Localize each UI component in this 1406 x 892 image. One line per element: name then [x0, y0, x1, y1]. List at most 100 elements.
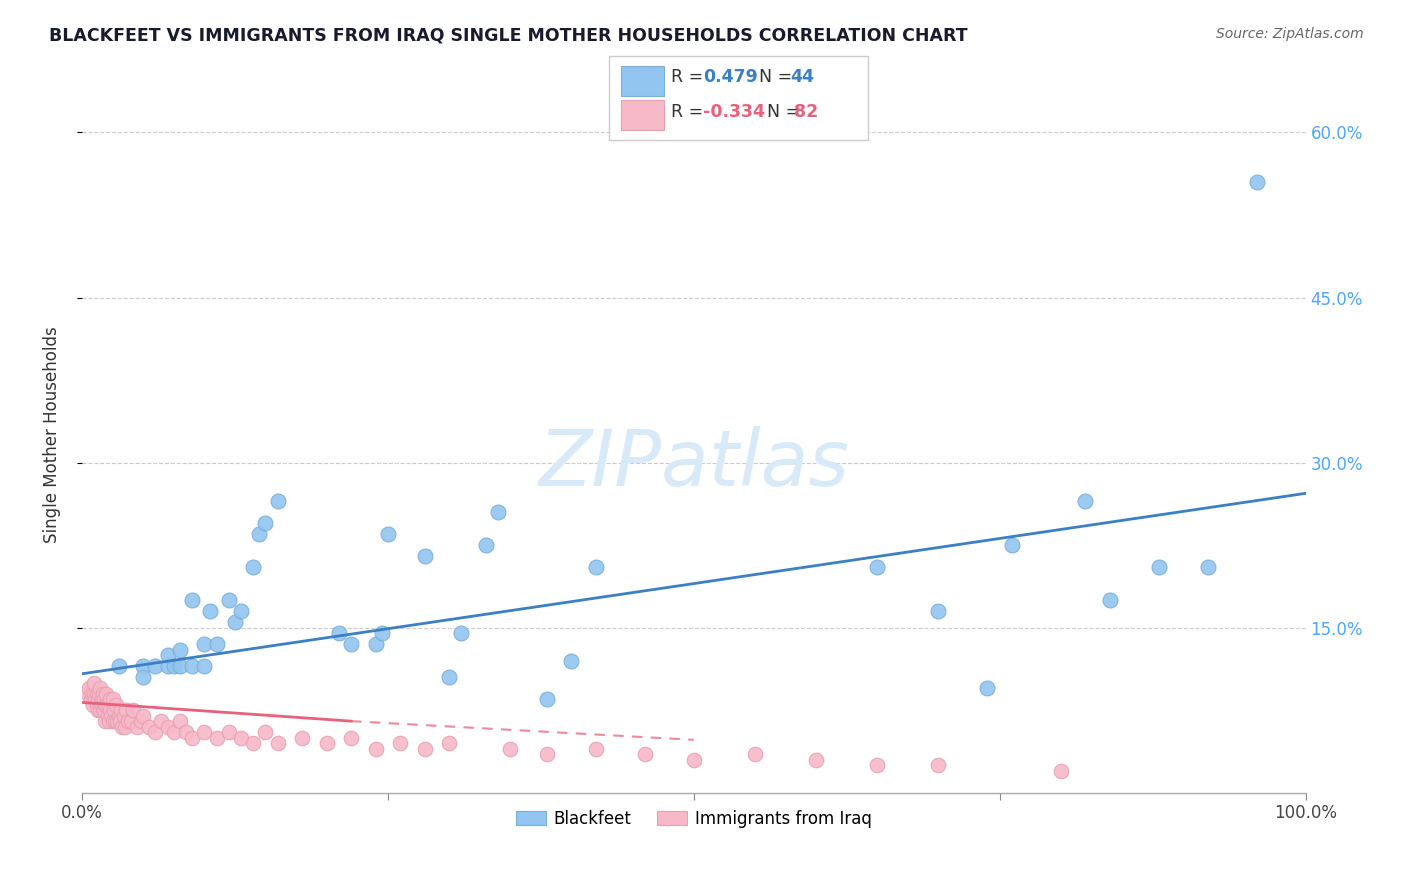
Point — [93, 692, 115, 706]
Point — [1001, 538, 1024, 552]
Point — [86, 698, 108, 712]
Point — [181, 731, 204, 745]
Point — [169, 642, 191, 657]
Point — [105, 698, 128, 712]
Point — [174, 725, 197, 739]
Point — [254, 516, 277, 530]
Point — [96, 687, 118, 701]
Point — [110, 703, 132, 717]
Point — [340, 731, 363, 745]
Point — [89, 681, 111, 695]
Point — [108, 714, 131, 728]
Point — [87, 692, 110, 706]
Point — [129, 714, 152, 728]
Point — [486, 505, 509, 519]
Point — [1147, 560, 1170, 574]
Point — [79, 681, 101, 695]
Point — [94, 714, 117, 728]
Point — [87, 703, 110, 717]
Point — [536, 692, 558, 706]
Point — [150, 714, 173, 728]
Point — [181, 593, 204, 607]
Point — [340, 637, 363, 651]
Point — [111, 720, 134, 734]
Point — [229, 604, 252, 618]
Point — [169, 659, 191, 673]
Point — [474, 538, 496, 552]
Point — [163, 725, 186, 739]
Point — [93, 703, 115, 717]
Point — [364, 637, 387, 651]
Point — [100, 708, 122, 723]
Point — [156, 659, 179, 673]
Point — [315, 736, 337, 750]
Point — [560, 654, 582, 668]
Text: 0.479: 0.479 — [703, 68, 758, 86]
Text: 82: 82 — [794, 103, 818, 120]
Point — [169, 714, 191, 728]
Point — [107, 659, 129, 673]
Point — [744, 747, 766, 761]
Point — [328, 626, 350, 640]
Point — [101, 692, 124, 706]
Point — [84, 692, 107, 706]
Point — [132, 708, 155, 723]
Point — [117, 714, 139, 728]
Point — [634, 747, 657, 761]
Point — [125, 720, 148, 734]
Point — [193, 637, 215, 651]
Point — [138, 720, 160, 734]
Point — [156, 720, 179, 734]
Point — [97, 714, 120, 728]
Point — [101, 714, 124, 728]
Point — [115, 703, 138, 717]
Point — [229, 731, 252, 745]
Point — [247, 527, 270, 541]
Point — [107, 708, 129, 723]
Point — [254, 725, 277, 739]
Text: N =: N = — [748, 68, 797, 86]
Point — [267, 736, 290, 750]
Point — [83, 675, 105, 690]
Point — [976, 681, 998, 695]
Point — [89, 703, 111, 717]
Point — [107, 714, 129, 728]
Point — [437, 736, 460, 750]
Point — [866, 560, 889, 574]
Point — [200, 604, 222, 618]
Point — [499, 741, 522, 756]
Point — [114, 720, 136, 734]
Point — [104, 714, 127, 728]
Point — [145, 659, 167, 673]
Y-axis label: Single Mother Households: Single Mother Households — [44, 326, 60, 543]
Point — [91, 703, 114, 717]
Point — [267, 494, 290, 508]
Point — [866, 758, 889, 772]
Point — [585, 560, 607, 574]
Point — [98, 692, 121, 706]
Point — [156, 648, 179, 662]
Point — [682, 753, 704, 767]
Text: Source: ZipAtlas.com: Source: ZipAtlas.com — [1216, 27, 1364, 41]
Point — [1098, 593, 1121, 607]
Point — [291, 731, 314, 745]
Text: BLACKFEET VS IMMIGRANTS FROM IRAQ SINGLE MOTHER HOUSEHOLDS CORRELATION CHART: BLACKFEET VS IMMIGRANTS FROM IRAQ SINGLE… — [49, 27, 967, 45]
Point — [205, 731, 228, 745]
Point — [181, 659, 204, 673]
Text: N =: N = — [756, 103, 806, 120]
Point — [193, 659, 215, 673]
Point — [87, 687, 110, 701]
Point — [450, 626, 472, 640]
Point — [437, 670, 460, 684]
Point — [77, 687, 100, 701]
Point — [927, 758, 949, 772]
Point — [413, 549, 436, 563]
Point — [218, 593, 240, 607]
Point — [377, 527, 399, 541]
Point — [193, 725, 215, 739]
Point — [145, 725, 167, 739]
Point — [98, 703, 121, 717]
Point — [536, 747, 558, 761]
Point — [112, 708, 135, 723]
Legend: Blackfeet, Immigrants from Iraq: Blackfeet, Immigrants from Iraq — [509, 803, 879, 834]
